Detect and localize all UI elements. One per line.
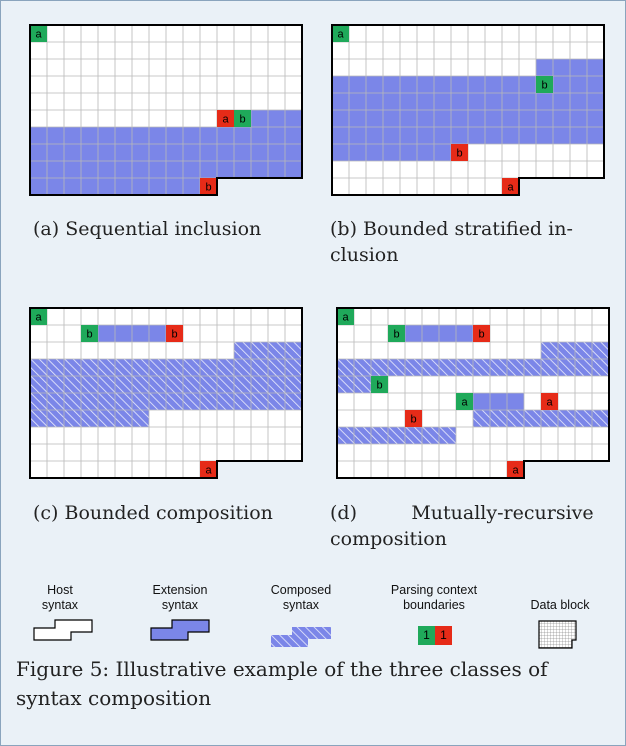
panel-b-caption-line2: clusion [330, 244, 399, 266]
panel-b-caption: (b) Bounded stratified in- clusion [330, 216, 612, 268]
start-marker-b: b [81, 325, 98, 342]
legend-data-block-label: Data block [530, 598, 590, 612]
panel-d: a b b b a a b a [335, 306, 615, 486]
svg-text:a: a [35, 312, 42, 324]
legend-boundary-red: 1 [435, 626, 452, 645]
start-marker-a: a [30, 308, 47, 325]
panel-a-diagram: aa bb [29, 24, 303, 196]
panel-a-caption-line1: (a) Sequential inclusion [33, 218, 262, 240]
panel-d-caption-line1: (d) Mutually-recursive [330, 502, 594, 524]
legend-boundaries-label: Parsing context boundaries [390, 583, 478, 612]
end-marker-a: a [541, 393, 558, 410]
start-marker-b: b [536, 76, 553, 93]
panel-b-caption-line1: (b) Bounded stratified in- [330, 218, 573, 240]
start-marker-a: a [332, 25, 349, 42]
svg-text:b: b [239, 114, 245, 126]
legend-boundary-green: 1 [418, 626, 435, 645]
svg-text:b: b [393, 329, 399, 341]
svg-text:a: a [512, 465, 519, 477]
svg-text:b: b [456, 148, 462, 160]
legend-host-label: Host syntax [41, 583, 79, 612]
start-marker-b: b [371, 376, 388, 393]
end-marker-a: a [502, 178, 519, 195]
end-marker-a: a [507, 461, 524, 478]
svg-text:a: a [546, 397, 553, 409]
end-marker-b: b [473, 325, 490, 342]
start-marker-b: b [388, 325, 405, 342]
svg-text:b: b [86, 329, 92, 341]
figure-caption: Figure 5: Illustrative example of the th… [16, 657, 548, 710]
start-marker-b: b [234, 110, 251, 127]
svg-text:b: b [205, 182, 211, 194]
panel-c-caption-line1: (c) Bounded composition [33, 502, 273, 524]
end-marker-a: a [217, 110, 234, 127]
start-marker-a: a [30, 25, 47, 42]
legend-data-block-shape [538, 620, 577, 649]
end-marker-b: b [166, 325, 183, 342]
svg-text:b: b [376, 380, 382, 392]
end-marker-a: a [200, 461, 217, 478]
svg-text:a: a [461, 397, 468, 409]
legend-extension-label: Extension syntax [152, 583, 208, 612]
legend-host-shape [33, 619, 93, 641]
legend-boundary-green-text: 1 [423, 628, 430, 642]
legend-extension-shape [150, 619, 210, 641]
start-marker-a: a [456, 393, 473, 410]
legend-boundary-red-text: 1 [440, 628, 447, 642]
svg-text:b: b [541, 80, 547, 92]
panel-c: a b b a [28, 306, 308, 486]
panel-c-diagram: a b b a [29, 307, 303, 479]
svg-text:b: b [410, 414, 416, 426]
panel-b: a b b a [330, 23, 610, 203]
panel-a-caption: (a) Sequential inclusion [33, 216, 303, 242]
panel-d-caption: (d) Mutually-recursive composition [330, 500, 612, 552]
panel-c-caption: (c) Bounded composition [33, 500, 303, 526]
panel-d-diagram: a b b b a a b a [336, 307, 610, 479]
svg-text:a: a [337, 29, 344, 41]
composed-syntax-region [30, 410, 149, 427]
end-marker-b: b [200, 178, 217, 195]
svg-text:b: b [478, 329, 484, 341]
svg-text:b: b [171, 329, 177, 341]
legend-composed-shape [271, 627, 331, 647]
panel-b-diagram: a b b a [331, 24, 605, 196]
svg-text:a: a [35, 29, 42, 41]
svg-text:a: a [205, 465, 212, 477]
composed-syntax-region [337, 427, 456, 444]
svg-text:a: a [342, 312, 349, 324]
end-marker-b: b [405, 410, 422, 427]
svg-text:a: a [222, 114, 229, 126]
svg-text:a: a [507, 182, 514, 194]
panel-d-caption-line2: composition [330, 528, 447, 550]
start-marker-a: a [337, 308, 354, 325]
extension-syntax-region [388, 325, 473, 342]
extension-syntax-region [332, 144, 451, 161]
legend-composed-label: Composed syntax [270, 583, 332, 612]
end-marker-b: b [451, 144, 468, 161]
